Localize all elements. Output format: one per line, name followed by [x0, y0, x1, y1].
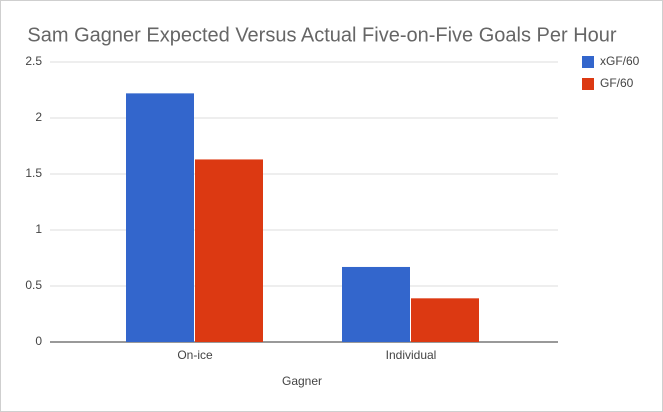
y-tick-label: 0: [35, 334, 42, 348]
x-axis-label: Gagner: [282, 374, 322, 388]
legend-swatch: [582, 56, 594, 68]
legend-label: GF/60: [600, 76, 634, 90]
x-tick-label: On-ice: [177, 348, 213, 362]
bar: [126, 93, 194, 342]
bar: [342, 266, 410, 342]
chart-title: Sam Gagner Expected Versus Actual Five-o…: [27, 24, 616, 46]
x-tick-label: Individual: [386, 348, 437, 362]
y-tick-label: 2: [35, 110, 42, 124]
y-tick-label: 1.5: [25, 166, 42, 180]
y-tick-label: 1: [35, 222, 42, 236]
y-tick-label: 0.5: [25, 278, 42, 292]
bar: [411, 298, 479, 342]
legend-label: xGF/60: [600, 54, 640, 68]
bar: [195, 159, 263, 342]
y-tick-label: 2.5: [25, 54, 42, 68]
legend-swatch: [582, 78, 594, 90]
